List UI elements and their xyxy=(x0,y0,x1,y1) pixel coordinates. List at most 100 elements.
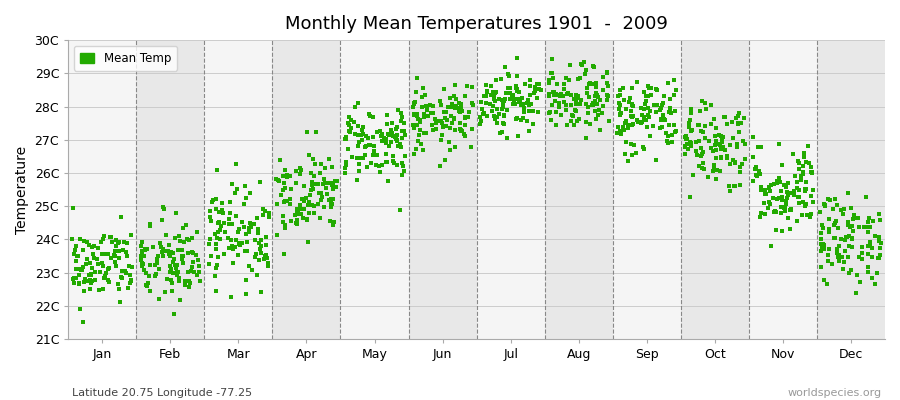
Point xyxy=(238,290,253,297)
Point xyxy=(859,194,873,200)
Point xyxy=(148,262,162,268)
Point xyxy=(101,277,115,283)
Point xyxy=(258,234,273,240)
Point xyxy=(830,246,844,252)
Point xyxy=(710,166,724,173)
Point xyxy=(787,188,801,195)
Point xyxy=(804,211,818,217)
Point xyxy=(186,259,201,266)
Point xyxy=(638,93,652,100)
Point xyxy=(561,90,575,96)
Point xyxy=(458,93,473,100)
Point xyxy=(439,122,454,129)
Point xyxy=(388,134,402,140)
Point xyxy=(407,101,421,107)
Point xyxy=(71,280,86,287)
Point xyxy=(857,224,871,230)
Point xyxy=(242,220,256,226)
Point xyxy=(827,234,842,241)
Point xyxy=(649,109,663,115)
Point xyxy=(307,203,321,210)
Point xyxy=(581,109,596,116)
Point xyxy=(324,199,338,206)
Point xyxy=(307,172,321,179)
Point xyxy=(171,233,185,240)
Point xyxy=(386,152,400,159)
Point xyxy=(637,114,652,120)
Point xyxy=(668,108,682,115)
Point xyxy=(445,104,459,110)
Point xyxy=(283,196,297,202)
Point xyxy=(680,133,694,140)
Point xyxy=(796,171,811,177)
Point xyxy=(487,90,501,96)
Point xyxy=(728,183,742,190)
Point xyxy=(495,96,509,103)
Point xyxy=(644,92,658,98)
Point xyxy=(662,95,677,102)
Point xyxy=(125,264,140,270)
Point xyxy=(839,234,853,240)
Point xyxy=(396,163,410,169)
Point xyxy=(573,75,588,81)
Point xyxy=(683,110,698,116)
Point xyxy=(322,197,337,204)
Point xyxy=(112,247,126,254)
Point xyxy=(798,188,813,195)
Point xyxy=(380,159,394,166)
Point xyxy=(391,124,405,130)
Point xyxy=(596,87,610,93)
Point xyxy=(746,178,760,184)
Point xyxy=(269,201,284,207)
Point xyxy=(864,275,878,281)
Point xyxy=(108,248,122,254)
Point xyxy=(613,87,627,93)
Point xyxy=(310,129,324,136)
Point xyxy=(506,92,520,98)
Point xyxy=(423,102,437,109)
Point xyxy=(141,280,156,286)
Point xyxy=(254,289,268,295)
Point xyxy=(120,240,134,246)
Point xyxy=(664,110,679,116)
Point xyxy=(391,132,405,139)
Point xyxy=(816,201,831,208)
Point xyxy=(557,80,572,87)
Point xyxy=(98,273,112,279)
Point xyxy=(600,68,615,75)
Point xyxy=(614,131,628,137)
Point xyxy=(394,172,409,178)
Point xyxy=(325,180,339,186)
Point xyxy=(213,222,228,229)
Point xyxy=(319,185,333,192)
Point xyxy=(695,165,709,171)
Point xyxy=(417,114,431,120)
Point xyxy=(689,152,704,158)
Point xyxy=(498,96,512,102)
Point xyxy=(754,187,769,193)
Point xyxy=(770,195,785,202)
Point xyxy=(453,120,467,126)
Point xyxy=(534,86,548,93)
Point xyxy=(686,172,700,178)
Point xyxy=(338,159,353,165)
Point xyxy=(600,80,615,86)
Point xyxy=(76,318,90,325)
Point xyxy=(302,199,316,205)
Bar xyxy=(68,40,136,339)
Point xyxy=(306,186,320,192)
Point xyxy=(815,241,830,247)
Point xyxy=(370,152,384,158)
Point xyxy=(254,243,268,250)
Point xyxy=(139,270,153,276)
Point xyxy=(704,145,718,151)
Point xyxy=(135,262,149,269)
Point xyxy=(234,240,248,246)
Point xyxy=(770,180,785,186)
Point xyxy=(230,237,244,243)
Point xyxy=(500,107,515,114)
Point xyxy=(547,92,562,98)
Point xyxy=(242,228,256,235)
Point xyxy=(365,134,380,140)
Point xyxy=(863,224,878,230)
